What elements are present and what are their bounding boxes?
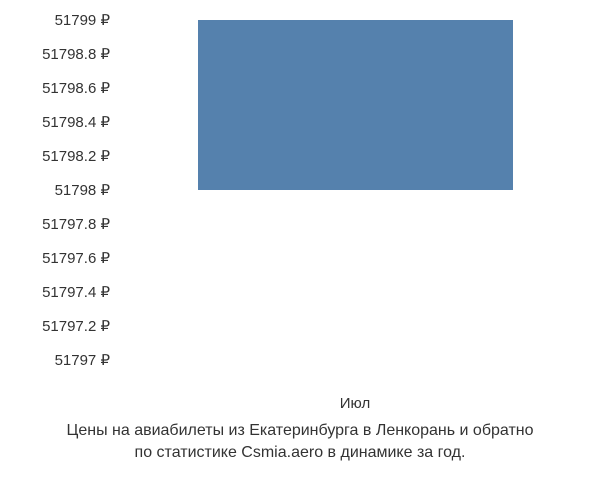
caption-line-1: Цены на авиабилеты из Екатеринбурга в Ле… [20,420,580,442]
x-tick-label: Июл [340,395,370,412]
y-tick-label: 51799 ₽ [55,11,110,29]
y-tick-label: 51797 ₽ [55,351,110,369]
y-tick-label: 51798.2 ₽ [42,147,110,165]
y-tick-label: 51797.6 ₽ [42,249,110,267]
y-tick-label: 51797.2 ₽ [42,317,110,335]
chart-area: 51799 ₽ 51798.8 ₽ 51798.6 ₽ 51798.4 ₽ 51798.… [10,10,590,390]
y-axis: 51799 ₽ 51798.8 ₽ 51798.6 ₽ 51798.4 ₽ 51798.… [10,10,120,390]
plot-area [130,10,580,390]
y-tick-label: 51798.6 ₽ [42,79,110,97]
y-tick-label: 51798 ₽ [55,181,110,199]
y-tick-label: 51797.8 ₽ [42,215,110,233]
chart-caption: Цены на авиабилеты из Екатеринбурга в Ле… [0,420,600,465]
y-tick-label: 51797.4 ₽ [42,283,110,301]
bar [198,20,513,190]
y-tick-label: 51798.4 ₽ [42,113,110,131]
caption-line-2: по статистике Csmia.aero в динамике за г… [20,442,580,464]
chart-container: 51799 ₽ 51798.8 ₽ 51798.6 ₽ 51798.4 ₽ 51798.… [0,0,600,420]
x-axis: Июл [120,390,590,420]
y-tick-label: 51798.8 ₽ [42,45,110,63]
